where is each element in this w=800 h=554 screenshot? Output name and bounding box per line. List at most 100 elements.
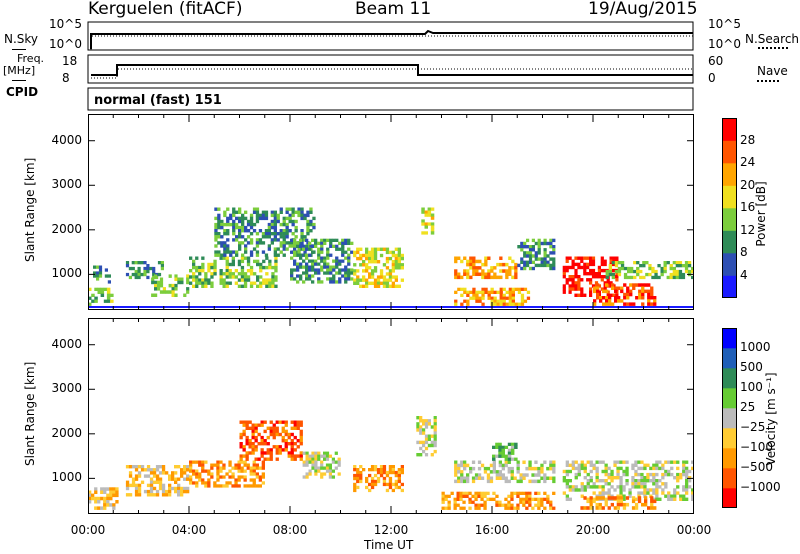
data-cell (661, 466, 665, 471)
data-cell (220, 253, 224, 257)
data-cell (617, 269, 622, 274)
data-cell (648, 272, 652, 277)
data-cell (608, 272, 612, 277)
data-cell (255, 213, 260, 218)
data-cell (246, 259, 251, 264)
data-cell (537, 238, 541, 243)
data-cell (635, 283, 639, 287)
data-cell (234, 478, 238, 482)
data-cell (391, 275, 395, 279)
data-cell (459, 506, 463, 510)
data-cell (216, 469, 220, 473)
data-cell (388, 482, 393, 487)
data-cell (189, 481, 193, 485)
data-cell (328, 475, 332, 479)
data-cell (231, 272, 235, 276)
data-cell (463, 466, 467, 471)
data-cell (617, 296, 621, 300)
data-cell (483, 466, 488, 471)
data-cell (571, 287, 575, 291)
colorbar-tick-label: 16 (740, 200, 756, 214)
data-cell (430, 434, 434, 438)
data-cell (543, 241, 547, 246)
data-cell (424, 213, 428, 217)
data-cell (565, 259, 569, 263)
data-cell (235, 253, 239, 257)
data-cell (223, 210, 227, 214)
data-cell (128, 266, 132, 271)
data-cell (288, 213, 292, 218)
data-cell (323, 472, 327, 476)
data-cell (273, 216, 277, 221)
data-cell (660, 266, 664, 271)
data-cell (600, 278, 604, 282)
data-cell (98, 271, 103, 275)
data-cell (540, 503, 544, 507)
data-cell (484, 290, 488, 294)
data-cell (335, 265, 339, 269)
data-cell (589, 485, 593, 489)
data-cell (112, 487, 116, 491)
data-cell (134, 468, 139, 472)
data-cell (228, 272, 232, 276)
data-cell (241, 219, 245, 224)
data-cell (596, 283, 600, 287)
nave-label: Nave (757, 64, 788, 78)
data-cell (574, 284, 578, 288)
data-cell (598, 502, 602, 507)
data-cell (475, 299, 479, 303)
data-cell (616, 476, 620, 480)
data-cell (654, 272, 658, 277)
data-cell (595, 469, 599, 474)
data-cell (159, 277, 164, 281)
data-cell (282, 244, 286, 248)
data-cell (592, 499, 596, 504)
data-cell (291, 210, 295, 214)
data-cell (266, 435, 270, 440)
data-cell (115, 490, 119, 494)
data-cell (468, 506, 472, 510)
data-cell (237, 469, 241, 473)
data-cell (238, 216, 242, 221)
data-cell (228, 481, 232, 485)
data-cell (225, 262, 229, 267)
data-cell (522, 473, 526, 477)
data-cell (673, 476, 677, 480)
data-cell (519, 479, 523, 484)
data-cell (495, 476, 499, 480)
data-cell (238, 232, 242, 236)
data-cell (510, 442, 515, 446)
data-cell (287, 432, 291, 437)
data-cell (510, 476, 514, 480)
data-cell (192, 272, 196, 276)
data-cell (565, 482, 569, 486)
data-cell (252, 463, 256, 467)
data-cell (475, 272, 479, 276)
data-cell (627, 275, 631, 280)
data-cell (323, 259, 327, 263)
data-cell (644, 502, 648, 507)
data-cell (691, 491, 694, 495)
data-cell (534, 497, 538, 501)
data-cell (165, 493, 169, 497)
data-cell (433, 434, 437, 438)
data-cell (370, 256, 375, 261)
data-cell (391, 470, 395, 475)
data-cell (549, 245, 553, 249)
data-cell (568, 287, 572, 291)
data-cell (643, 463, 647, 467)
data-cell (302, 475, 306, 479)
data-cell (296, 241, 300, 245)
data-cell (424, 210, 428, 214)
data-cell (667, 469, 671, 474)
data-cell (158, 483, 163, 488)
data-cell (460, 293, 464, 297)
data-cell (629, 289, 633, 294)
data-cell (335, 262, 339, 266)
data-cell (272, 432, 276, 437)
data-cell (475, 259, 479, 264)
data-cell (493, 275, 497, 280)
data-cell (501, 451, 505, 455)
data-cell (520, 293, 525, 297)
data-cell (269, 457, 273, 461)
